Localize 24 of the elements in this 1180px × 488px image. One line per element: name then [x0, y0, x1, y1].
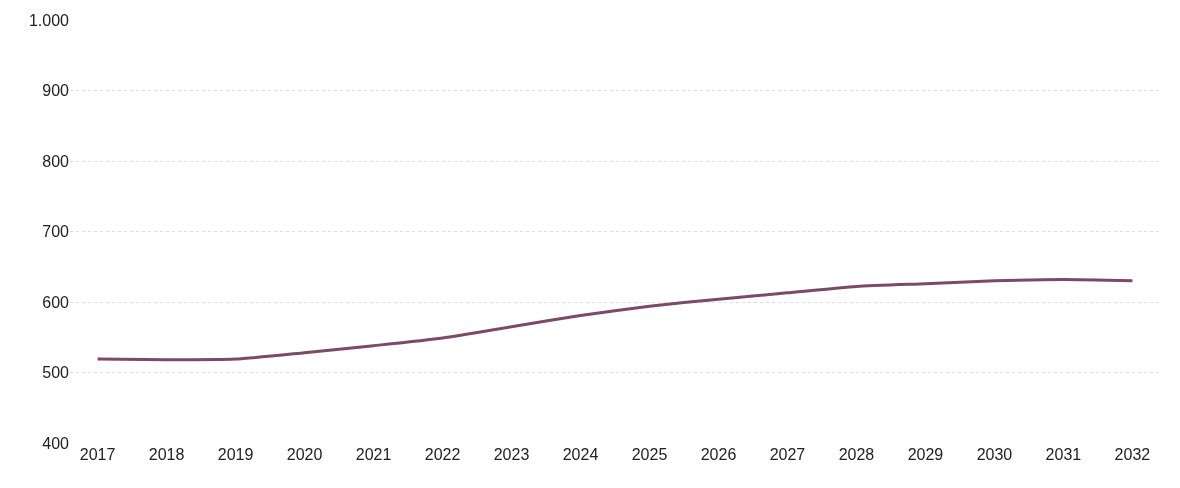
line-series — [96, 277, 1134, 362]
x-tick-label: 2023 — [493, 446, 530, 463]
x-tick-label: 2026 — [700, 446, 737, 463]
x-tick-label: 2017 — [79, 446, 116, 463]
x-tick-label: 2020 — [286, 446, 323, 463]
x-tick-label: 2018 — [148, 446, 185, 463]
y-tick-label: 400 — [42, 434, 70, 452]
x-tick-label: 2024 — [562, 446, 599, 463]
x-tick-label: 2029 — [907, 446, 944, 463]
y-tick-label: 1.000 — [28, 11, 70, 29]
x-tick-label: 2031 — [1045, 446, 1082, 463]
x-tick-label: 2032 — [1114, 446, 1151, 463]
x-tick-label: 2022 — [424, 446, 461, 463]
y-tick-label: 800 — [42, 152, 70, 170]
y-tick-label: 500 — [42, 364, 70, 382]
x-tick-label: 2027 — [769, 446, 806, 463]
x-tick-label: 2030 — [976, 446, 1013, 463]
x-tick-label: 2028 — [838, 446, 875, 463]
y-tick-label: 700 — [42, 223, 70, 241]
y-tick-label: 600 — [42, 293, 70, 311]
y-tick-label: 900 — [42, 82, 70, 100]
x-tick-label: 2025 — [631, 446, 668, 463]
x-tick-label: 2021 — [355, 446, 392, 463]
x-tick-label: 2019 — [217, 446, 254, 463]
